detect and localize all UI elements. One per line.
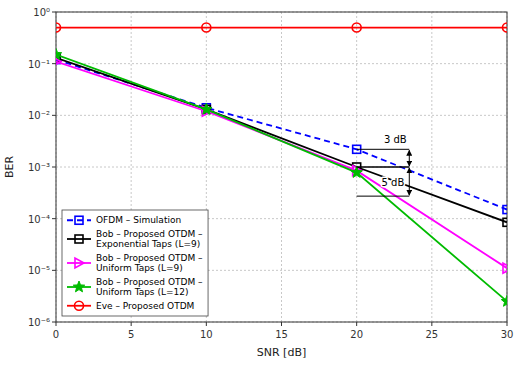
series (56, 23, 507, 32)
data-point (503, 23, 508, 32)
tick (52, 270, 56, 271)
tick (52, 115, 56, 116)
annotation-arrow (409, 150, 410, 166)
legend-label-line: OFDM – Simulation (96, 215, 181, 225)
legend-item: Bob – Proposed OTDM –Exponential Taps (L… (67, 229, 203, 250)
legend: OFDM – SimulationBob – Proposed OTDM –Ex… (62, 210, 208, 316)
tick (131, 322, 132, 326)
legend-marker (73, 281, 84, 292)
tick (56, 322, 57, 326)
legend-swatch (67, 238, 91, 240)
tick-label: 10⁻⁵ (28, 265, 50, 276)
grid-line (56, 167, 507, 168)
legend-item: OFDM – Simulation (67, 215, 181, 225)
x-axis-label: SNR [dB] (257, 346, 306, 359)
legend-swatch (67, 305, 91, 307)
series (56, 49, 507, 307)
legend-label-line: Bob – Proposed OTDM – (96, 253, 203, 263)
annotations: 3 dB 5 dB (357, 134, 410, 196)
annotation-cap (357, 167, 410, 168)
data-point (201, 103, 212, 114)
chart: 0 5 10 15 20 25 30 10⁻⁶ 10⁻⁵ 10⁻⁴ 10⁻³ 10⁻² 10⁻¹ 10⁰ S… (0, 0, 519, 366)
series (56, 57, 507, 274)
tick (52, 322, 56, 323)
tick-label: 30 (501, 329, 514, 340)
tick-label: 10⁰ (33, 7, 50, 18)
tick (507, 322, 508, 326)
data-point (503, 263, 507, 273)
legend-swatch (67, 262, 91, 264)
tick-label: 5 (128, 329, 134, 340)
legend-label: Bob – Proposed OTDM –Uniform Taps (L=12) (96, 277, 203, 298)
legend-label-line: Uniform Taps (L=9) (96, 263, 183, 273)
series-line (56, 60, 507, 210)
annotation-text: 5 dB (382, 177, 405, 188)
data-point (202, 23, 211, 32)
tick-label: 10 (200, 329, 213, 340)
tick-label: 10⁻⁴ (28, 214, 50, 225)
legend-label-line: Exponential Taps (L=9) (96, 239, 200, 249)
legend-marker (75, 235, 83, 243)
annotation-text: 3 dB (384, 134, 407, 145)
plot-frame (56, 12, 507, 322)
data-point (56, 23, 61, 32)
legend-frame (62, 210, 208, 316)
tick (52, 63, 56, 64)
tick (356, 322, 357, 326)
tick (52, 167, 56, 168)
tick (206, 322, 207, 326)
legend-label: OFDM – Simulation (96, 215, 181, 225)
tick-label: 0 (53, 329, 59, 340)
legend-swatch (67, 219, 91, 221)
legend-item: Bob – Proposed OTDM –Uniform Taps (L=9) (67, 253, 203, 274)
tick (52, 12, 56, 13)
tick-label: 10⁻⁶ (28, 317, 50, 328)
legend-label: Bob – Proposed OTDM –Exponential Taps (L… (96, 229, 203, 250)
annotation-cap (357, 196, 410, 197)
annotation-arrow (409, 168, 410, 195)
annotation-cap (357, 167, 410, 168)
tick-label: 10⁻¹ (28, 59, 50, 70)
legend-item: Eve – Proposed OTDM (67, 301, 194, 311)
tick-label: 15 (275, 329, 288, 340)
data-point (351, 167, 362, 178)
tick-label: 10⁻³ (28, 162, 50, 173)
legend-marker (75, 301, 84, 310)
legend-marker (75, 258, 84, 268)
legend-label: Eve – Proposed OTDM (96, 301, 194, 311)
legend-label-line: Bob – Proposed OTDM – (96, 229, 203, 239)
data-point (503, 206, 507, 214)
data-point (503, 218, 507, 226)
legend-label: Bob – Proposed OTDM –Uniform Taps (L=9) (96, 253, 203, 274)
data-point (56, 49, 62, 60)
annotation-cap (357, 149, 410, 150)
tick (281, 322, 282, 326)
legend-label-line: Bob – Proposed OTDM – (96, 277, 203, 287)
tick (52, 218, 56, 219)
grid (56, 12, 507, 322)
tick-label: 20 (350, 329, 363, 340)
tick-label: 25 (425, 329, 438, 340)
legend-marker (75, 216, 83, 224)
annotation-marks (357, 149, 410, 196)
tick (431, 322, 432, 326)
tick-label: 10⁻² (28, 110, 50, 121)
series-line (56, 62, 507, 269)
legend-label-line: Eve – Proposed OTDM (96, 301, 194, 311)
grid-line (56, 63, 507, 64)
grid-line (56, 115, 507, 116)
legend-item: Bob – Proposed OTDM –Uniform Taps (L=12) (67, 277, 203, 298)
series-group (56, 23, 507, 306)
series-line (56, 55, 507, 302)
plot-area (56, 12, 507, 322)
legend-label-line: Uniform Taps (L=12) (96, 287, 188, 297)
series-line (56, 27, 507, 29)
data-point (501, 295, 507, 306)
y-axis-label: BER (3, 156, 16, 178)
data-point (352, 23, 361, 32)
